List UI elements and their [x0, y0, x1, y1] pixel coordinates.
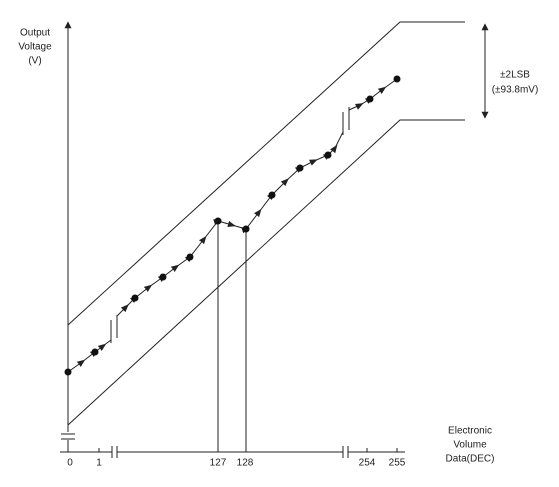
tolerance-label: (±93.8mV) — [492, 85, 539, 96]
y-axis-label: Voltage — [18, 42, 52, 53]
output-points — [64, 75, 401, 376]
x-tick-label: 1 — [96, 458, 102, 469]
x-axis-label: Volume — [453, 440, 487, 451]
y-axis — [61, 21, 75, 452]
x-axis-label: Data(DEC) — [446, 454, 495, 465]
x-tick-label: 127 — [210, 458, 227, 469]
x-tick-label: 0 — [67, 458, 73, 469]
tolerance-band — [67, 21, 489, 426]
y-axis-label: (V) — [28, 56, 41, 67]
x-axis-label: Electronic — [448, 426, 492, 437]
y-axis-label: Output — [20, 28, 50, 39]
x-axis — [60, 446, 405, 458]
tolerance-label: ±2LSB — [500, 70, 530, 81]
curve-break — [110, 107, 350, 343]
x-tick-label: 255 — [389, 458, 406, 469]
x-tick-label: 254 — [359, 458, 376, 469]
x-tick-label: 128 — [237, 458, 254, 469]
